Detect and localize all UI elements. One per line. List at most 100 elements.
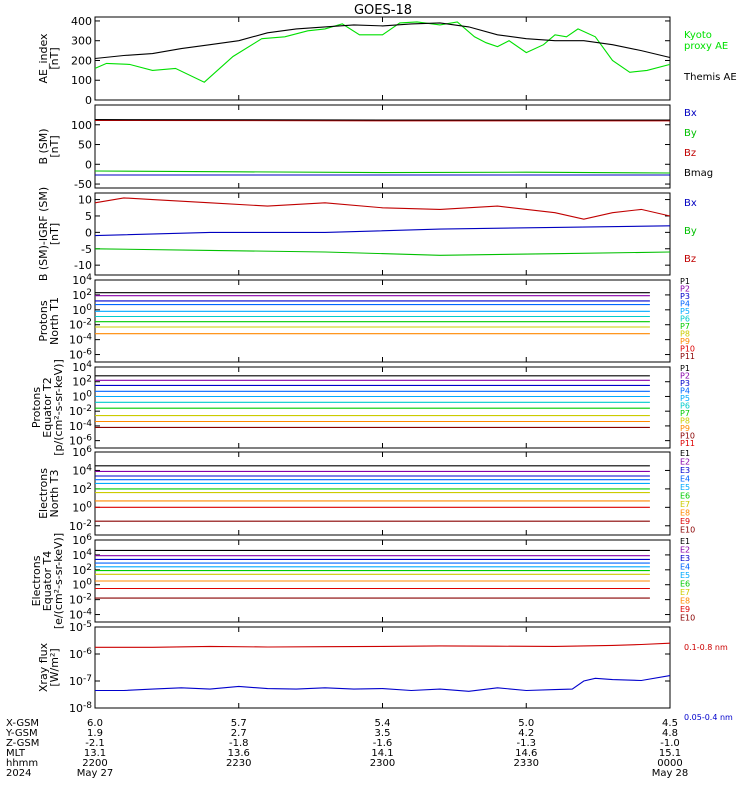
panel-2: -50 0 50 100 B (SM)[nT] Bx By Bz Bmag [37, 104, 713, 191]
series-line [94, 21, 671, 83]
y-axis-label: ProtonsNorth T1 [37, 297, 61, 345]
y-tick-label: 5 [85, 210, 92, 223]
legend-entry: Bz [684, 148, 696, 159]
y-tick-label: 100 [72, 389, 92, 403]
panel-frame [94, 192, 671, 276]
legend-entry: P5 [680, 394, 690, 403]
x-axis-row-label: Y-GSM [5, 728, 38, 739]
legend-entry: E2 [680, 458, 690, 467]
legend-entry: P10 [680, 345, 695, 354]
legend-entry: 0.1-0.8 nm [684, 643, 728, 652]
legend-entry: By [684, 226, 697, 237]
y-tick-label: 102 [72, 563, 92, 577]
legend-entry: P8 [680, 330, 690, 339]
y-tick-label: 10-2 [69, 519, 92, 533]
legend-entry: Themis AE [683, 72, 737, 83]
x-axis-value: 6.0 [87, 718, 103, 729]
legend-entry: E6 [680, 492, 690, 501]
x-axis-value: 3.5 [375, 728, 391, 739]
y-axis-label: AE_index[nT] [37, 33, 61, 84]
x-axis-value: May 27 [77, 768, 114, 779]
series-line [94, 225, 671, 237]
legend-entry: P5 [680, 307, 690, 316]
x-axis-value: 2200 [82, 758, 107, 769]
y-axis-label: ElectronsNorth T3 [37, 468, 61, 519]
x-axis-value: 0000 [657, 758, 682, 769]
legend-entry: P4 [680, 300, 690, 309]
legend-entry: E10 [680, 614, 695, 623]
y-axis-label: Xray flux[W/m²] [37, 642, 61, 692]
y-axis-label: B (SM)[nT] [37, 128, 61, 164]
x-axis-value: 5.0 [518, 718, 534, 729]
panel-frame [94, 626, 671, 709]
y-tick-label: -50 [74, 178, 92, 191]
legend-entry: E4 [680, 563, 690, 572]
legend-entry: E3 [680, 554, 690, 563]
x-axis-row-label: MLT [6, 748, 26, 759]
legend-entry: P3 [680, 379, 690, 388]
y-tick-label: 400 [71, 15, 92, 28]
legend-entry: P11 [680, 439, 695, 448]
y-tick-label: 10 [78, 194, 92, 207]
x-axis-value: May 28 [652, 768, 689, 779]
y-tick-label: 10-4 [69, 333, 92, 347]
x-axis-value: 2330 [514, 758, 539, 769]
y-tick-label: 50 [78, 139, 92, 152]
panel-1: 0 100 200 300 400 AE_index[nT] Kyoto proxy AE Th… [37, 15, 737, 107]
series-line [94, 197, 671, 220]
series-kyoto-proxy-ae [94, 21, 671, 83]
legend-entry: E6 [680, 580, 690, 589]
legend-entry: E8 [680, 597, 690, 606]
x-axis-value: -1.8 [229, 738, 249, 749]
y-tick-label: 106 [72, 445, 92, 459]
legend-entry: P6 [680, 315, 690, 324]
legend-entry: P7 [680, 409, 690, 418]
panel-8: 10-8 10-7 10-6 10-5 Xray flux[W/m²] 0.1-0.8 n… [37, 620, 733, 722]
x-axis-row-label: X-GSM [6, 718, 39, 729]
x-axis-value: 2.7 [231, 728, 247, 739]
legend-entry: E7 [680, 500, 690, 509]
y-tick-label: 10-2 [69, 318, 92, 332]
legend-entry: Bx [684, 108, 697, 119]
y-tick-label: 106 [72, 533, 92, 547]
series-0.05-0.4-nm [95, 675, 671, 692]
y-tick-label: 10-5 [69, 620, 92, 634]
y-tick-label: 10-7 [69, 674, 92, 688]
legend-entry: E7 [680, 588, 690, 597]
legend-entry: E2 [680, 546, 690, 555]
legend-entry: Bmag [684, 168, 713, 179]
x-axis-row-label: Z-GSM [6, 738, 39, 749]
x-axis-value: 4.5 [662, 718, 678, 729]
y-tick-label: 104 [72, 548, 92, 562]
y-tick-label: 0 [85, 94, 92, 107]
panel-frame [94, 451, 671, 536]
legend-entry: P7 [680, 322, 690, 331]
legend-entry: P1 [680, 277, 690, 286]
y-tick-label: 100 [72, 578, 92, 592]
y-axis-label: ProtonsEquator T2[p/(cm²-s-sr-keV)] [30, 359, 65, 456]
y-tick-label: 10-2 [69, 404, 92, 418]
series-line [94, 248, 671, 256]
x-axis-value: 14.6 [515, 748, 537, 759]
y-axis-label: ElectronsEquator T4[e/(cm²-s-sr-keV)] [30, 533, 65, 629]
y-tick-label: 102 [72, 482, 92, 496]
series-by [94, 170, 671, 174]
y-tick-label: 100 [71, 119, 92, 132]
series-line [95, 675, 671, 692]
legend-entry: E3 [680, 466, 690, 475]
legend-entry: P9 [680, 337, 690, 346]
series-line [95, 642, 671, 648]
x-axis-value: 5.7 [231, 718, 247, 729]
x-axis-value: 2300 [370, 758, 395, 769]
series-line [94, 22, 671, 60]
legend-entry: Bz [684, 254, 696, 265]
y-tick-label: -10 [74, 259, 92, 272]
legend-entry: E1 [680, 449, 690, 458]
y-tick-label: 100 [72, 303, 92, 317]
x-axis-value: -1.6 [373, 738, 393, 749]
